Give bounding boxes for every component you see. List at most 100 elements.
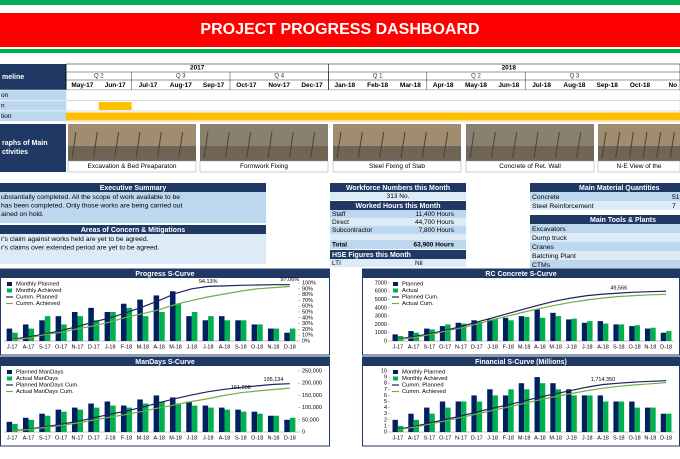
x-tick-label: F-18 (503, 435, 514, 441)
x-tick-label: J-17 (7, 344, 18, 350)
line-series (12, 284, 290, 340)
caption-cell (465, 160, 595, 173)
x-tick-label: A-18 (153, 344, 165, 350)
x-tick-label: N-17 (72, 344, 84, 350)
x-tick-label: J-18 (566, 344, 577, 350)
panel-header-text: Main Tools & Plants (590, 217, 656, 224)
caption-cell (67, 160, 197, 173)
tick-label: 6000 (375, 289, 387, 295)
photo-caption: N-E View of the (616, 163, 661, 170)
bar (539, 383, 546, 432)
data-label: 94.13% (199, 279, 218, 285)
hours-value: 11,400 Hours (415, 211, 454, 218)
bar (597, 395, 603, 432)
bar (257, 324, 263, 341)
hours-row (330, 210, 466, 218)
bar (289, 417, 296, 432)
bar (88, 307, 94, 341)
hours-label: Subcontractor (332, 227, 373, 234)
photo-detail (310, 131, 316, 159)
caption-cell (332, 160, 462, 173)
month-label: Sep-17 (203, 82, 225, 89)
photo-detail (533, 131, 539, 159)
bar (650, 407, 656, 432)
year-label: 2018 (502, 65, 517, 72)
summary-line: ubstantially completed. All the scope of… (1, 194, 180, 201)
bar (273, 415, 280, 432)
legend-swatch (7, 288, 12, 293)
panel-header-text: HSE Figures this Month (332, 252, 411, 259)
bar (289, 328, 296, 341)
bar (581, 322, 588, 341)
photo-detail (224, 131, 230, 159)
bar (175, 403, 182, 432)
bar (208, 316, 214, 341)
photo-detail (267, 131, 273, 159)
bar (273, 328, 280, 341)
bar (534, 377, 540, 432)
x-tick-label: J-18 (186, 344, 197, 350)
bar (142, 403, 149, 432)
tick-label: 250,000 (302, 368, 322, 374)
x-tick-label: N-18 (644, 344, 656, 350)
x-tick-label: S-18 (613, 344, 625, 350)
month-label: May-18 (465, 82, 487, 89)
photo-ground (333, 146, 461, 161)
x-tick-label: M-18 (137, 435, 150, 441)
tool-name: Excavators (532, 226, 566, 233)
hours-label: Staff (332, 211, 345, 218)
bar (169, 291, 176, 341)
legend-label: Actual ManDays Cum. (16, 389, 74, 395)
x-tick-label: S-17 (424, 435, 436, 441)
title-underline (0, 49, 680, 53)
x-tick-label: A-18 (153, 435, 165, 441)
photos-label: ctivities (2, 149, 28, 156)
tick-label: 7 (384, 387, 387, 393)
summary-line: has been completed. Only those works are… (1, 202, 182, 209)
x-tick-label: A-17 (23, 435, 35, 441)
x-tick-label: A-17 (408, 435, 420, 441)
bar (524, 316, 530, 341)
bar (518, 316, 525, 341)
x-tick-label: N-17 (455, 344, 467, 350)
tick-label: 3000 (375, 314, 387, 320)
x-tick-label: O-18 (251, 344, 263, 350)
x-tick-label: S-18 (235, 344, 247, 350)
caption-cell (199, 160, 329, 173)
caption-cell (597, 160, 680, 173)
hours-spacer (330, 234, 466, 240)
panel-header (330, 250, 466, 259)
bar (55, 316, 62, 341)
tick-label: 60% (302, 304, 313, 310)
photo-ground (68, 146, 196, 161)
x-tick-label: O-17 (55, 435, 67, 441)
x-tick-label: N-18 (268, 435, 280, 441)
tool-row (530, 251, 680, 260)
line-series (397, 380, 667, 430)
photo-detail (246, 131, 252, 159)
bar (603, 401, 609, 432)
legend-label: Cumm. Planned (402, 383, 444, 389)
chart-title: RC Concrete S-Curve (485, 271, 556, 278)
month-label: Sep-18 (597, 82, 619, 89)
bar (476, 321, 483, 341)
legend-swatch (7, 282, 12, 286)
bar (518, 383, 525, 432)
bar (153, 295, 160, 341)
photo-detail (357, 131, 363, 159)
data-label: 97.06% (281, 277, 300, 283)
bar (61, 411, 67, 432)
x-tick-label: S-17 (39, 435, 51, 441)
legend-label: Planned ManDays Cum. (16, 383, 79, 389)
bar (186, 316, 192, 341)
bar (39, 320, 45, 341)
tick-label: 50,000 (302, 417, 319, 423)
x-tick-label: M-18 (549, 435, 562, 441)
x-tick-label: J-18 (105, 435, 116, 441)
photo-detail (203, 131, 209, 159)
chart-header (362, 269, 680, 278)
year-label: 2017 (190, 65, 205, 72)
month-label: Jul-17 (139, 82, 158, 89)
bar (257, 413, 263, 432)
x-tick-label: S-17 (424, 344, 436, 350)
